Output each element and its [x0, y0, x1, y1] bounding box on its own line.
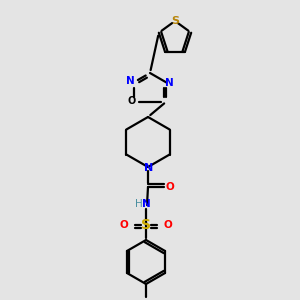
Text: N: N	[126, 76, 135, 86]
Text: N: N	[165, 77, 174, 88]
Text: O: O	[164, 220, 172, 230]
Text: S: S	[171, 16, 179, 26]
Text: N: N	[144, 163, 154, 173]
Text: N: N	[142, 199, 150, 209]
Text: S: S	[141, 218, 151, 232]
Text: H: H	[135, 199, 143, 209]
Text: O: O	[128, 97, 136, 106]
Text: O: O	[166, 182, 174, 192]
Text: O: O	[120, 220, 128, 230]
